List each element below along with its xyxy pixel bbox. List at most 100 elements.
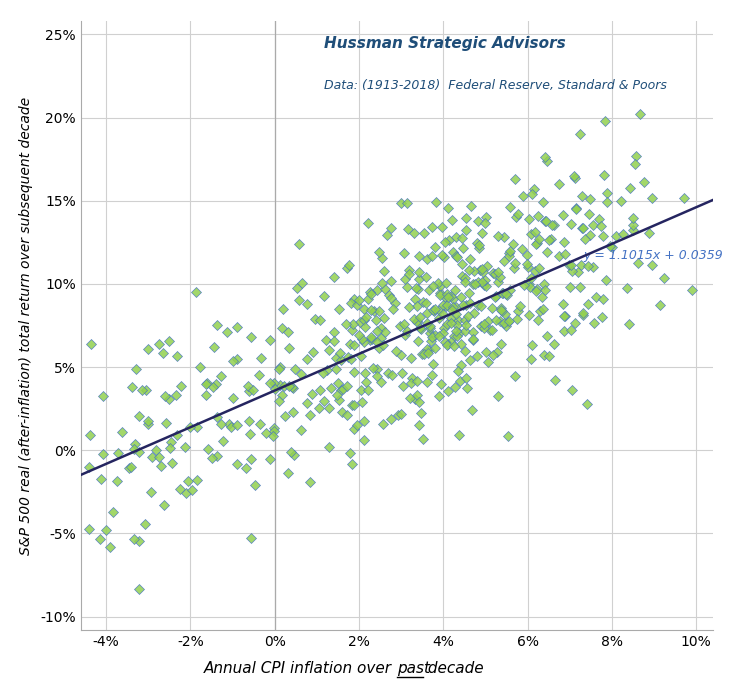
Point [460, 224, 472, 235]
Point [434, 390, 445, 401]
Point [584, 194, 595, 205]
Point [517, 190, 528, 202]
Point [94, 533, 106, 545]
Point [627, 220, 639, 231]
Point [367, 363, 379, 374]
Point [415, 312, 426, 323]
Point [373, 246, 385, 258]
Point [284, 381, 295, 392]
Point [587, 219, 599, 230]
Point [429, 304, 440, 315]
Point [427, 280, 439, 291]
Point [278, 380, 290, 391]
Point [617, 228, 629, 239]
Point [171, 350, 183, 361]
Point [463, 264, 475, 275]
Point [658, 273, 670, 284]
Point [373, 306, 384, 317]
Point [223, 418, 234, 429]
Point [415, 407, 426, 419]
Point [451, 331, 462, 342]
Point [282, 326, 293, 337]
Point [450, 308, 462, 319]
Point [293, 239, 304, 250]
Point [523, 279, 535, 290]
Point [83, 524, 95, 535]
Point [426, 251, 438, 262]
Text: Hussman Strategic Advisors: Hussman Strategic Advisors [324, 36, 566, 51]
Point [340, 318, 352, 330]
Point [471, 238, 483, 249]
Point [472, 276, 484, 288]
Point [628, 158, 640, 169]
Text: Annual CPI inflation over: Annual CPI inflation over [204, 661, 397, 676]
Point [176, 381, 187, 392]
Point [548, 338, 559, 349]
Point [634, 108, 646, 119]
Point [287, 382, 299, 393]
Point [496, 305, 508, 316]
Point [570, 172, 581, 183]
Point [362, 218, 374, 229]
Point [507, 238, 519, 249]
Point [268, 426, 280, 437]
Point [510, 211, 522, 223]
Point [479, 274, 491, 285]
Point [423, 320, 435, 331]
Point [465, 201, 477, 212]
Point [525, 354, 537, 365]
Point [373, 342, 385, 354]
Point [289, 363, 301, 374]
Point [85, 339, 97, 350]
Point [231, 458, 243, 470]
Point [509, 257, 521, 268]
Point [405, 377, 417, 388]
Point [584, 209, 595, 220]
Point [293, 295, 304, 306]
Point [371, 285, 383, 296]
Point [227, 356, 239, 367]
Point [539, 284, 551, 295]
Point [365, 332, 376, 343]
Point [404, 392, 415, 403]
Point [473, 239, 485, 250]
Point [441, 340, 453, 351]
Point [136, 384, 148, 395]
Point [463, 288, 475, 299]
Point [501, 289, 512, 300]
Point [422, 347, 434, 358]
Point [395, 368, 407, 379]
Point [498, 318, 509, 329]
Point [437, 308, 448, 319]
Point [541, 246, 553, 258]
Point [314, 384, 326, 395]
Point [387, 303, 399, 314]
Point [420, 297, 432, 308]
Point [95, 473, 107, 484]
Point [489, 292, 501, 303]
Point [285, 447, 297, 458]
Point [287, 406, 299, 417]
Point [171, 429, 182, 440]
Point [433, 330, 445, 342]
Point [221, 327, 233, 338]
Point [476, 227, 487, 238]
Point [417, 434, 429, 445]
Point [104, 542, 116, 553]
Point [371, 326, 383, 337]
Point [201, 377, 213, 388]
Point [575, 281, 587, 293]
Point [550, 374, 562, 385]
Point [346, 325, 358, 336]
Point [447, 293, 459, 304]
Point [451, 319, 462, 330]
Point [342, 262, 354, 274]
Point [429, 330, 441, 341]
Point [686, 284, 698, 295]
Point [480, 211, 492, 223]
Point [348, 423, 360, 434]
Point [590, 291, 602, 302]
Point [557, 298, 569, 309]
Point [160, 418, 172, 429]
Point [455, 339, 467, 350]
